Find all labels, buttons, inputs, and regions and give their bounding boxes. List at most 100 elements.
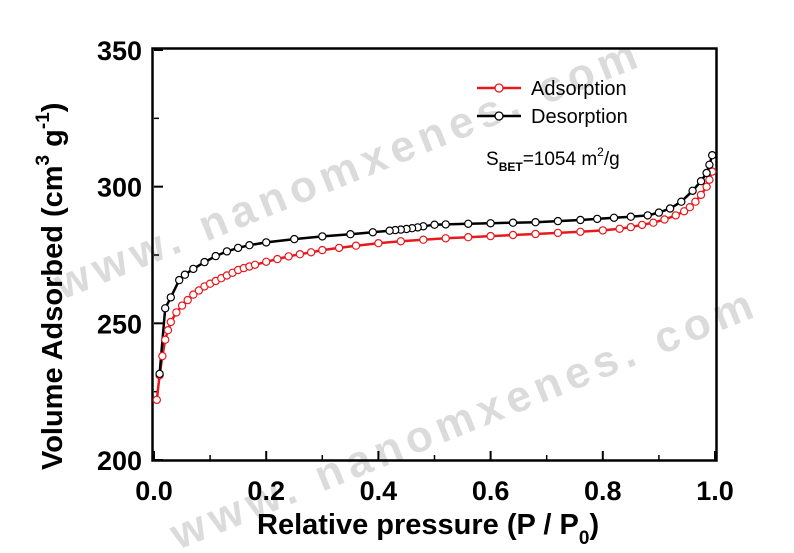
y-axis-title-main: Volume Adsorbed (cm <box>37 165 69 470</box>
y-axis-title-end: ) <box>37 103 69 113</box>
adsorption-point <box>419 235 428 244</box>
adsorption-point <box>679 207 689 216</box>
bet-annotation: SBET=1054 m2/g <box>486 145 620 174</box>
adsorption-point <box>396 237 405 246</box>
y-axis-title-sup1: 3 <box>33 155 54 166</box>
adsorption-point <box>163 326 173 335</box>
bet-annotation-sup: 2 <box>597 145 604 159</box>
x-tick-label: 0.0 <box>135 476 173 506</box>
x-axis-title: Relative pressure (P / P0) <box>257 509 599 549</box>
y-tick-label: 250 <box>97 309 142 339</box>
desorption-point <box>688 186 697 195</box>
x-tick-label: 0.8 <box>584 476 622 506</box>
desorption-point <box>233 243 243 253</box>
y-axis-title-sup2: -1 <box>33 112 54 129</box>
adsorption-point <box>273 254 282 264</box>
adsorption-point <box>660 215 669 224</box>
desorption-point <box>531 217 540 227</box>
desorption-point <box>708 150 717 160</box>
desorption-point <box>654 208 664 217</box>
desorption-point <box>200 257 209 267</box>
legend-adsorption-label: Adsorption <box>531 78 627 100</box>
adsorption-point <box>250 260 260 269</box>
adsorption-point <box>441 234 450 243</box>
x-tick-label: 0.4 <box>360 476 398 506</box>
desorption-point <box>576 215 585 225</box>
x-axis-title-main: Relative pressure (P / P <box>257 509 579 541</box>
legend-desorption-label: Desorption <box>531 106 628 128</box>
desorption-point <box>553 216 563 226</box>
ticks: 0.0 0.2 0.4 0.6 0.8 1.0 200 250 300 350 <box>97 36 734 506</box>
series-markers <box>152 150 717 405</box>
x-tick-label: 0.6 <box>472 476 510 506</box>
adsorption-point <box>531 229 540 239</box>
adsorption-point <box>464 232 473 242</box>
adsorption-point <box>318 245 327 255</box>
adsorption-point <box>702 182 711 191</box>
adsorption-point <box>183 295 192 305</box>
desorption-point <box>160 304 170 313</box>
x-tick-label: 0.2 <box>247 476 285 506</box>
y-tick-label: 350 <box>97 36 142 66</box>
legend-adsorption-marker <box>494 83 504 93</box>
desorption-point <box>166 293 175 302</box>
desorption-point <box>430 220 439 229</box>
adsorption-point <box>705 175 714 184</box>
adsorption-point <box>598 226 608 235</box>
adsorption-point <box>177 301 187 310</box>
adsorption-point <box>615 224 624 233</box>
adsorption-point <box>334 243 344 253</box>
desorption-point <box>245 240 254 250</box>
adsorption-point <box>637 220 647 230</box>
desorption-point <box>180 270 190 279</box>
y-axis-title: Volume Adsorbed (cm3 g-1) <box>33 103 69 470</box>
bet-annotation-text: =1054 m <box>523 149 597 170</box>
desorption-point <box>174 275 184 285</box>
desorption-point <box>211 251 220 261</box>
desorption-point <box>643 211 652 220</box>
desorption-point <box>346 229 355 239</box>
desorption-point <box>593 214 602 224</box>
x-axis-title-sub: 0 <box>579 528 590 549</box>
desorption-point <box>486 219 495 228</box>
adsorption-point <box>172 308 181 317</box>
adsorption-point <box>152 395 161 405</box>
watermark-group: www. nanomxenes. com www. nanomxenes. co… <box>46 28 765 553</box>
adsorption-point <box>166 317 175 327</box>
desorption-point <box>189 264 198 274</box>
adsorption-point <box>295 249 305 259</box>
adsorption-point <box>284 252 293 261</box>
bet-annotation-suffix: /g <box>604 149 620 170</box>
adsorption-point <box>374 238 383 248</box>
x-axis-title-end: ) <box>589 509 599 541</box>
adsorption-point <box>351 241 361 250</box>
desorption-point <box>464 219 473 228</box>
y-tick-label: 300 <box>97 173 142 203</box>
desorption-point <box>385 226 394 235</box>
desorption-point <box>290 234 299 244</box>
desorption-point <box>702 168 711 178</box>
bet-annotation-sub: BET <box>499 160 524 174</box>
bet-annotation-prefix: S <box>486 149 499 170</box>
desorption-point <box>508 218 518 227</box>
desorption-point <box>677 197 686 206</box>
adsorption-point <box>696 190 706 200</box>
desorption-point <box>222 247 232 256</box>
desorption-point <box>368 228 377 237</box>
adsorption-point <box>649 218 658 227</box>
adsorption-point <box>160 335 170 344</box>
adsorption-point <box>691 197 700 206</box>
adsorption-point <box>486 231 495 241</box>
adsorption-point <box>194 286 204 295</box>
desorption-point <box>441 220 450 229</box>
adsorption-point <box>158 351 167 361</box>
desorption-point <box>318 232 327 241</box>
adsorption-point <box>189 290 198 299</box>
x-tick-label: 1.0 <box>696 476 734 506</box>
adsorption-point <box>306 248 316 257</box>
adsorption-point <box>685 202 695 212</box>
y-axis-title-mid: g <box>37 129 69 155</box>
legend: Adsorption Desorption <box>477 78 628 128</box>
desorption-point <box>262 238 271 247</box>
